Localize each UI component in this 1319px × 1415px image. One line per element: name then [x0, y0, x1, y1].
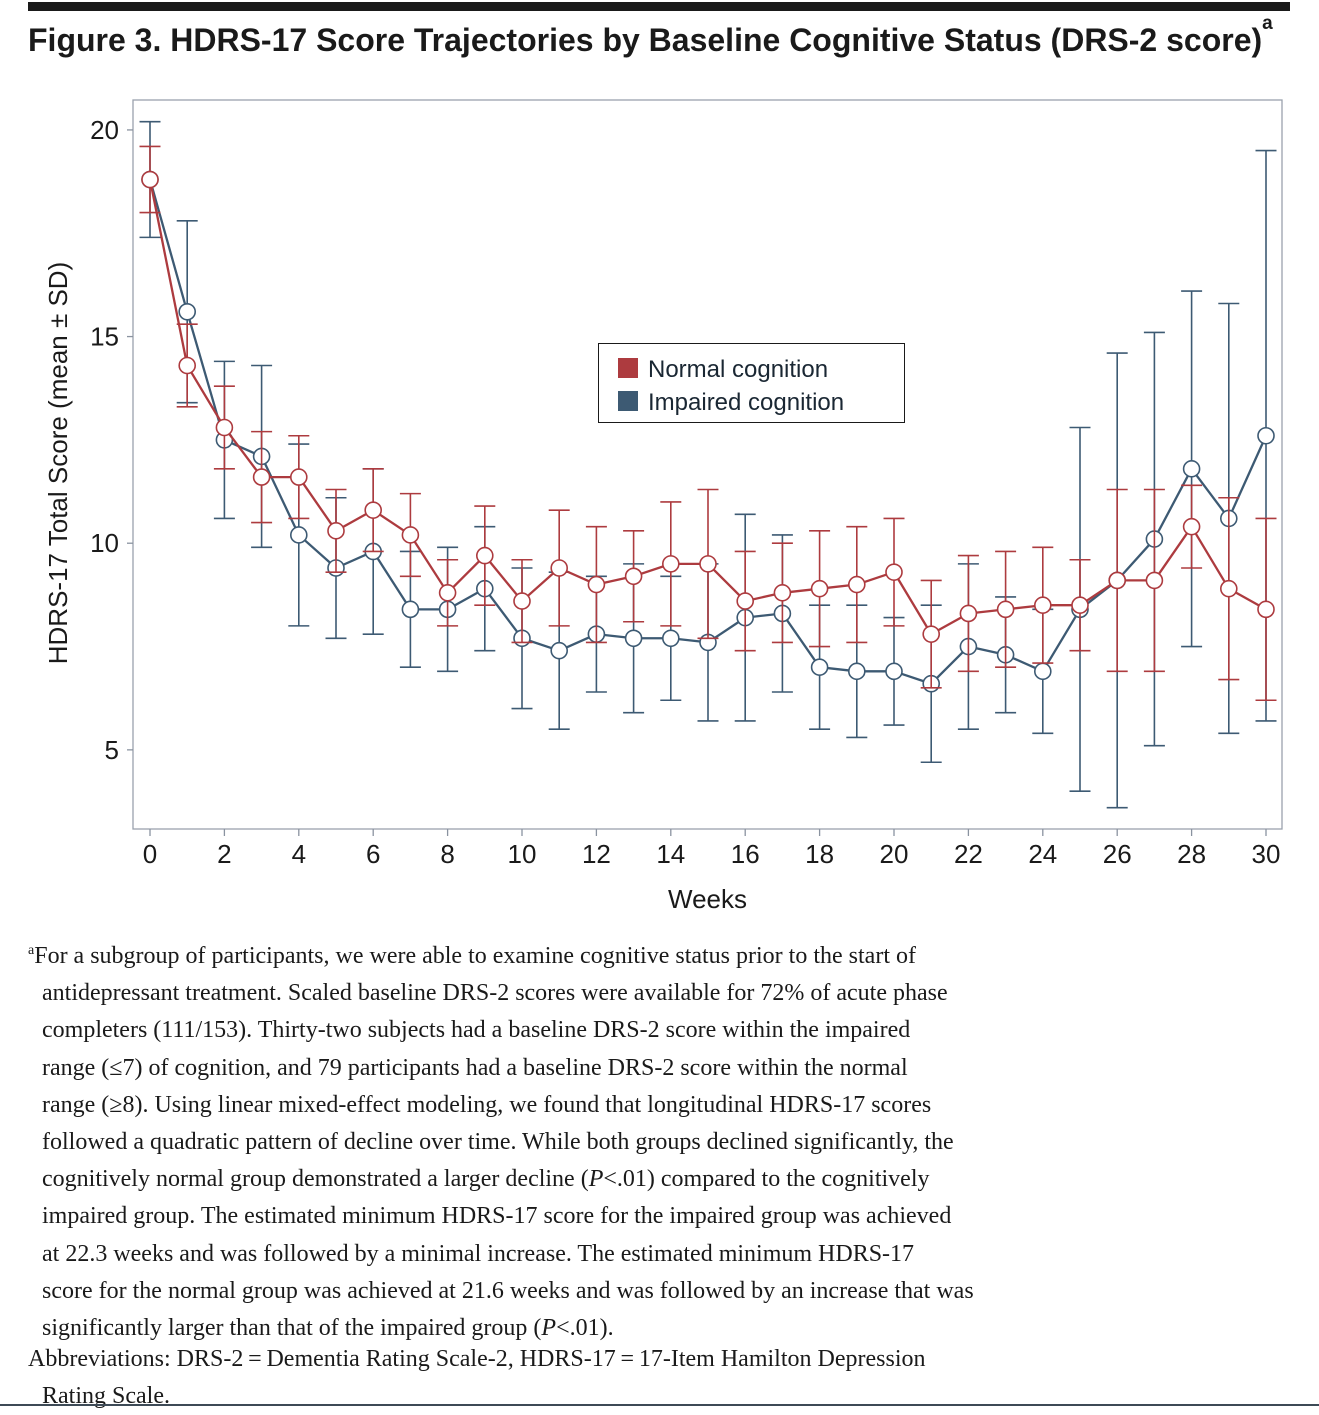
svg-text:16: 16	[731, 839, 760, 869]
svg-text:10: 10	[508, 839, 537, 869]
svg-text:2: 2	[217, 839, 231, 869]
svg-text:26: 26	[1103, 839, 1132, 869]
svg-text:0: 0	[143, 839, 157, 869]
svg-text:18: 18	[805, 839, 834, 869]
svg-text:28: 28	[1177, 839, 1206, 869]
svg-text:15: 15	[90, 322, 119, 352]
svg-text:30: 30	[1252, 839, 1281, 869]
svg-text:24: 24	[1028, 839, 1057, 869]
svg-text:5: 5	[105, 735, 119, 765]
svg-text:20: 20	[90, 115, 119, 145]
svg-text:12: 12	[582, 839, 611, 869]
svg-text:4: 4	[292, 839, 306, 869]
svg-text:10: 10	[90, 528, 119, 558]
svg-text:8: 8	[440, 839, 454, 869]
svg-text:22: 22	[954, 839, 983, 869]
svg-text:6: 6	[366, 839, 380, 869]
svg-text:20: 20	[880, 839, 909, 869]
svg-text:14: 14	[656, 839, 685, 869]
